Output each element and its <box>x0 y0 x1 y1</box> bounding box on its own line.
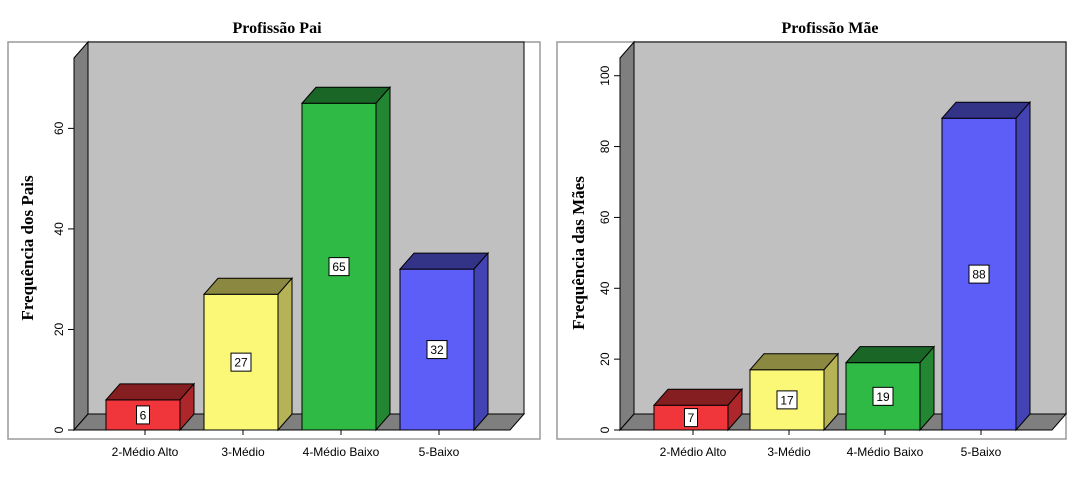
y-tick-label: 100 <box>598 65 612 85</box>
bar-2: 17 <box>748 352 840 432</box>
y-tick-label: 0 <box>598 426 612 433</box>
data-label-box <box>968 264 990 284</box>
bar-top <box>300 86 392 104</box>
bar-side <box>277 276 293 432</box>
category-label: 4-Médio Baixo <box>303 445 380 459</box>
bar-4: 32 <box>398 251 490 432</box>
bar-top <box>748 353 840 371</box>
category-label: 5-Baixo <box>961 445 1002 459</box>
chart-title: Profissão Mãe <box>781 20 878 37</box>
category-label: 3-Médio <box>767 445 811 459</box>
y-tick-label: 80 <box>598 140 612 154</box>
chart-title: Profissão Pai <box>232 20 322 37</box>
data-label-box <box>136 405 150 425</box>
y-tick-label: 40 <box>52 222 66 236</box>
y-tick-label: 0 <box>52 426 66 433</box>
data-label: 7 <box>688 411 695 425</box>
data-label-box <box>426 340 448 360</box>
data-label: 32 <box>430 343 444 357</box>
data-label: 65 <box>332 260 346 274</box>
data-label: 27 <box>234 356 248 370</box>
data-label: 19 <box>876 390 890 404</box>
data-label-box <box>328 257 350 277</box>
data-label: 17 <box>780 393 794 407</box>
bar-top <box>844 346 936 364</box>
data-label: 6 <box>140 408 147 422</box>
data-label-box <box>230 352 252 372</box>
category-label: 4-Médio Baixo <box>847 445 924 459</box>
bar-side <box>727 387 743 432</box>
bar-side <box>375 85 391 432</box>
data-label-box <box>872 386 894 406</box>
bar-3: 19 <box>844 345 936 432</box>
bar-side <box>473 251 489 432</box>
data-label-box <box>684 408 698 428</box>
category-label: 2-Médio Alto <box>660 445 727 459</box>
plot-side-wall <box>619 40 635 432</box>
bar-4: 88 <box>940 100 1032 432</box>
plot-side-wall <box>73 40 89 432</box>
bar-top <box>940 101 1032 119</box>
bar-top <box>104 383 196 401</box>
data-label: 88 <box>972 268 986 282</box>
bar-3: 65 <box>300 85 392 432</box>
bar-2: 27 <box>202 276 294 432</box>
bar-1: 6 <box>104 382 196 432</box>
bar-top <box>652 388 744 406</box>
category-label: 5-Baixo <box>419 445 460 459</box>
bar-top <box>202 277 294 295</box>
y-tick-label: 20 <box>598 352 612 366</box>
chart-1: Profissão Pai 0 20 40 60 Frequência dos Pais 6… <box>7 20 541 459</box>
bar-side <box>1015 100 1031 432</box>
bar-side <box>919 345 935 432</box>
category-label: 3-Médio <box>221 445 265 459</box>
data-label-box <box>776 390 798 410</box>
y-axis-title: Frequência dos Pais <box>18 175 37 321</box>
category-label: 2-Médio Alto <box>112 445 179 459</box>
chart-2: Profissão Mãe 0 20 40 60 80 100 Frequência das … <box>556 20 1068 459</box>
bar-side <box>823 352 839 432</box>
y-axis-title: Frequência das Mães <box>569 176 588 330</box>
bar-top <box>398 252 490 270</box>
y-tick-label: 60 <box>52 121 66 135</box>
y-tick-label: 40 <box>598 281 612 295</box>
bar-1: 7 <box>652 387 744 432</box>
bar-side <box>179 382 195 432</box>
y-tick-label: 60 <box>598 210 612 224</box>
y-tick-label: 20 <box>52 322 66 336</box>
